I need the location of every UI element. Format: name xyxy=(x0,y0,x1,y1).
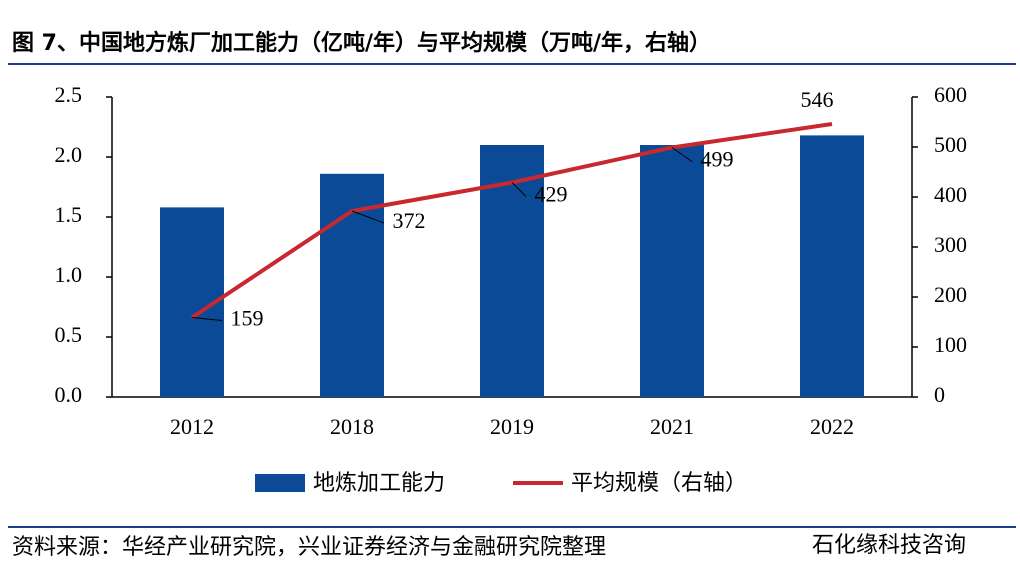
bar xyxy=(800,135,864,397)
watermark: 石化缘科技咨询 xyxy=(812,533,966,558)
chart-title: 图 7、中国地方炼厂加工能力（亿吨/年）与平均规模（万吨/年，右轴） xyxy=(12,30,711,56)
legend-label: 平均规模（右轴） xyxy=(571,471,747,496)
y2-tick-label: 100 xyxy=(934,332,967,357)
y-tick-label: 1.5 xyxy=(55,202,83,227)
leader-line xyxy=(191,317,223,321)
y-tick-label: 0.0 xyxy=(55,382,83,407)
y2-tick-label: 200 xyxy=(934,282,967,307)
y-tick-label: 2.0 xyxy=(55,142,83,167)
data-label: 159 xyxy=(231,306,264,331)
leader-line xyxy=(351,210,385,224)
data-label: 546 xyxy=(801,87,834,112)
bar xyxy=(640,145,704,397)
data-label: 372 xyxy=(393,208,426,233)
x-tick-label: 2018 xyxy=(330,414,374,439)
y-tick-label: 1.0 xyxy=(55,262,83,287)
x-tick-label: 2012 xyxy=(170,414,214,439)
line-series xyxy=(190,122,833,320)
x-tick-label: 2022 xyxy=(810,414,854,439)
y2-tick-label: 400 xyxy=(934,182,967,207)
leader-line xyxy=(671,147,693,162)
x-tick-label: 2021 xyxy=(650,414,694,439)
source-note: 资料来源：华经产业研究院，兴业证券经济与金融研究院整理 xyxy=(12,535,606,560)
leader-line xyxy=(511,182,527,197)
legend-swatch xyxy=(255,474,305,492)
legend-label: 地炼加工能力 xyxy=(313,471,445,496)
data-label: 429 xyxy=(535,182,568,207)
data-label: 499 xyxy=(701,147,734,172)
y2-tick-label: 300 xyxy=(934,232,967,257)
y2-tick-label: 600 xyxy=(934,82,967,107)
y2-tick-label: 0 xyxy=(934,382,945,407)
y-tick-label: 2.5 xyxy=(55,82,83,107)
y-tick-label: 0.5 xyxy=(55,322,83,347)
y2-tick-label: 500 xyxy=(934,132,967,157)
x-tick-label: 2019 xyxy=(490,414,534,439)
